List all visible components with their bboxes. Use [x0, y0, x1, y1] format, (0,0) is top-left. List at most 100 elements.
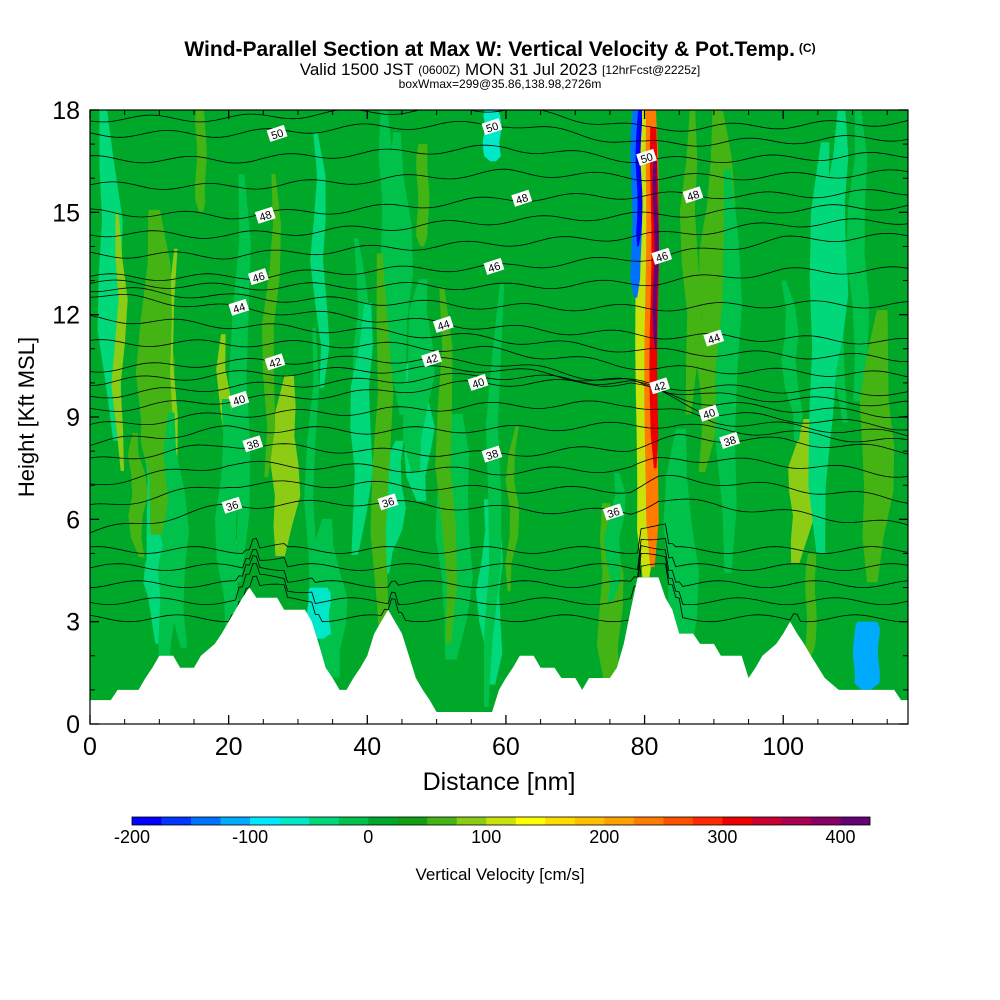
contour-label-box [266, 124, 288, 142]
isentrope-line [90, 339, 908, 378]
contour-label: 46 [651, 247, 673, 265]
valid-date: MON 31 Jul 2023 [464, 60, 598, 79]
colorbar-swatch [604, 817, 635, 825]
contour-label-text: 40 [232, 393, 247, 408]
velocity-bands [97, 110, 895, 713]
isentrope-line [90, 287, 908, 312]
velocity-band [163, 412, 189, 648]
velocity-band [214, 399, 241, 639]
x-tick-label: 20 [215, 733, 243, 761]
utc-tag: (0600Z) [418, 63, 461, 77]
isentrope-line [90, 379, 908, 431]
contour-label: 42 [649, 377, 671, 395]
colorbar-swatch [397, 817, 428, 825]
colorbar-tick-label: 100 [471, 827, 501, 847]
contour-label-box [264, 353, 286, 371]
isentrope-line-low [90, 537, 908, 571]
chart-title: Wind-Parallel Section at Max W: Vertical… [0, 36, 1000, 62]
isentrope-line [90, 355, 908, 397]
isentrope-line [90, 475, 908, 505]
contour-label-text: 46 [251, 270, 266, 285]
contour-label-text: 44 [707, 332, 722, 347]
colorbar-swatch [279, 817, 310, 825]
velocity-field: 50 50 50 48 48 48 46 46 46 44 44 44 42 42 42 40 40 40 38 38… [90, 110, 908, 713]
isentrope-line [90, 168, 908, 190]
colorbar-tick-label: 200 [589, 827, 619, 847]
contour-label: 48 [511, 189, 533, 207]
contour-label-box [254, 206, 276, 224]
contour-label-text: 40 [471, 376, 486, 391]
contour-label: 42 [421, 350, 443, 368]
colorbar-tick-label: 300 [707, 827, 737, 847]
colorbar-swatch [161, 817, 192, 825]
contour-label-box [703, 329, 725, 347]
contour-label-box [698, 404, 720, 422]
x-tick-label: 40 [353, 733, 381, 761]
contour-label-box [481, 118, 503, 136]
velocity-band [143, 507, 163, 621]
contour-label: 46 [483, 257, 505, 275]
contour-label-box [242, 435, 264, 453]
contour-label-box [467, 373, 489, 391]
contour-label: 50 [266, 124, 288, 142]
contour-label: 40 [467, 373, 489, 391]
contour-label-text: 38 [246, 438, 261, 453]
velocity-band [269, 375, 301, 557]
contour-label-box [421, 350, 443, 368]
contour-label-box [649, 377, 671, 395]
y-tick-label: 3 [66, 609, 80, 637]
y-tick-label: 9 [66, 404, 80, 432]
isentrope-line [90, 315, 908, 362]
contour-label-text: 42 [424, 352, 439, 367]
contour-label-box [719, 431, 741, 449]
y-tick-label: 15 [52, 199, 80, 227]
y-axis-label: Height [Kft MSL] [14, 337, 39, 497]
colorbar-swatch [692, 817, 723, 825]
isentrope-line [90, 400, 908, 437]
contour-label: 36 [377, 493, 399, 511]
colorbar-swatch [132, 817, 162, 825]
colorbar-swatch [663, 817, 694, 825]
chart-title-text: Wind-Parallel Section at Max W: Vertical… [184, 38, 795, 61]
contour-label-box [602, 503, 624, 521]
colorbar-swatch [338, 817, 369, 825]
contour-label-text: 36 [606, 506, 621, 521]
isentrope-line [90, 421, 908, 446]
contour-label-box [228, 298, 250, 316]
contour-label-box [651, 247, 673, 265]
contour-label-text: 36 [225, 499, 240, 514]
velocity-band [350, 302, 373, 555]
velocity-band [859, 310, 895, 583]
isentrope-line [90, 189, 908, 220]
velocity-band [715, 169, 743, 573]
isentrope-labels: 50 50 50 48 48 48 46 46 46 44 44 44 42 42 42 40 40 40 38 38… [221, 118, 741, 521]
contour-label-text: 42 [652, 380, 667, 395]
colorbar-swatch [427, 817, 458, 825]
contour-label: 36 [602, 503, 624, 521]
velocity-plume [853, 621, 880, 690]
chart-subtitle: Valid 1500 JST (0600Z) MON 31 Jul 2023 [… [0, 60, 1000, 79]
colorbar-tick-label: -100 [232, 827, 268, 847]
isentrope-line [90, 266, 908, 291]
x-tick-label: 100 [762, 733, 804, 761]
isentrope-line [90, 218, 908, 260]
isentrope-line [90, 144, 908, 164]
velocity-band [846, 110, 870, 402]
velocity-band [370, 253, 394, 670]
contour-label-box [221, 496, 243, 514]
isentrope-line [90, 110, 908, 132]
contour-label: 36 [221, 496, 243, 514]
contour-label-text: 42 [268, 356, 283, 371]
contour-label: 50 [481, 118, 503, 136]
contour-label-text: 40 [702, 407, 717, 422]
colorbar: -200 -100 0 100 200 300 400 [114, 816, 871, 847]
contour-label-box [483, 257, 505, 275]
contour-label: 42 [264, 353, 286, 371]
forecast-tag: [12hrFcst@2225z] [602, 63, 701, 77]
velocity-band [304, 327, 320, 672]
velocity-band [435, 287, 458, 644]
isentrope-line [90, 204, 908, 239]
contour-label-text: 38 [722, 434, 737, 449]
contour-label-text: 48 [258, 209, 273, 224]
velocity-band [229, 174, 251, 582]
